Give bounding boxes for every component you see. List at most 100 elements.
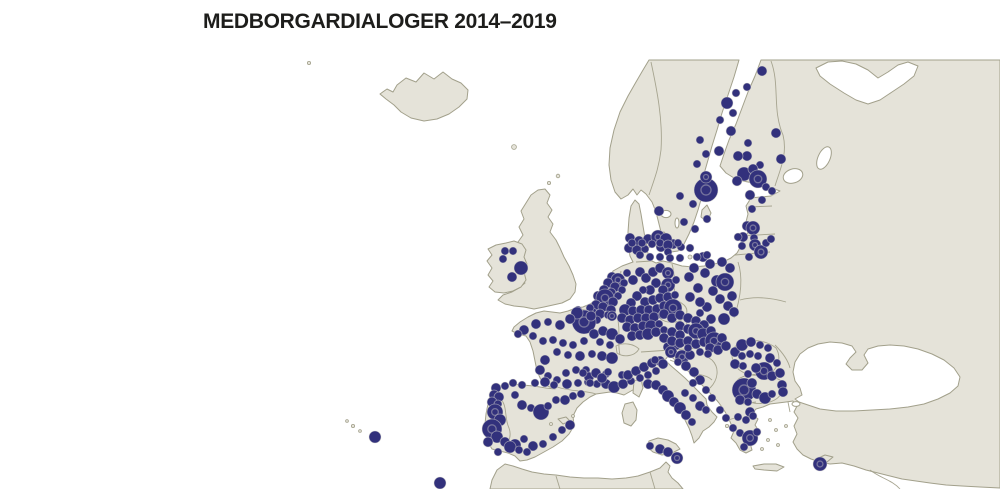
great-britain xyxy=(497,188,577,310)
dialogue-marker xyxy=(596,372,608,384)
dialogue-marker-ring xyxy=(751,241,759,249)
dialogue-marker xyxy=(530,318,542,330)
dialogue-marker xyxy=(757,195,767,205)
dialogue-marker xyxy=(702,250,712,260)
dialogue-marker xyxy=(724,262,736,274)
dialogue-marker xyxy=(551,395,561,405)
dialogue-marker xyxy=(728,306,740,318)
dialogue-marker xyxy=(685,243,695,253)
dialogue-marker xyxy=(606,310,618,322)
dialogue-marker xyxy=(640,272,652,284)
dialogue-marker xyxy=(564,419,576,431)
dialogue-marker xyxy=(748,411,758,421)
dialogue-marker xyxy=(538,336,548,346)
dialogue-marker xyxy=(753,351,763,361)
dialogue-marker xyxy=(688,366,700,378)
azores-1 xyxy=(345,419,349,423)
dialogue-marker xyxy=(701,405,711,415)
dialogue-marker xyxy=(770,127,782,139)
dialogue-marker xyxy=(745,220,761,236)
dialogue-marker xyxy=(513,260,529,276)
dialogue-marker xyxy=(548,432,558,442)
dialogue-marker xyxy=(695,347,705,357)
border-turkey-syria xyxy=(869,469,901,489)
dialogue-marker xyxy=(500,381,510,391)
dialogue-marker xyxy=(732,150,744,162)
dialogue-marker xyxy=(645,441,655,451)
dialogue-marker-ring xyxy=(608,312,616,320)
dialogue-marker xyxy=(622,268,632,278)
lake-onega xyxy=(816,146,832,170)
dialogue-marker xyxy=(651,366,661,376)
dialogue-marker xyxy=(508,378,518,388)
dialogue-marker xyxy=(688,199,698,209)
dialogue-marker xyxy=(637,238,647,248)
dialogue-marker xyxy=(617,378,629,390)
dialogue-marker-ring xyxy=(578,316,590,328)
dialogue-marker-ring xyxy=(490,407,500,417)
dialogue-marker xyxy=(738,361,748,371)
dialogue-marker xyxy=(433,476,447,489)
dialogue-marker xyxy=(715,272,735,292)
dialogue-marker xyxy=(715,115,725,125)
azores-3 xyxy=(358,429,362,433)
menorca xyxy=(571,414,575,418)
dialogue-marker xyxy=(721,413,731,423)
dialogue-marker xyxy=(680,388,690,398)
dialogue-marker xyxy=(747,204,757,214)
dialogue-marker xyxy=(588,328,600,340)
aegean-island-1 xyxy=(768,418,772,422)
border-algeria-tunisia xyxy=(649,471,656,489)
dialogue-marker-ring xyxy=(664,269,672,277)
dialogue-marker xyxy=(761,182,771,192)
dialogue-marker-ring xyxy=(678,353,686,361)
dialogue-marker xyxy=(508,246,518,256)
dialogue-marker xyxy=(695,308,705,318)
dialogue-marker xyxy=(493,447,503,457)
dialogue-marker xyxy=(482,436,494,448)
dialogue-marker xyxy=(695,135,705,145)
dialogue-marker xyxy=(699,267,711,279)
dialogue-marker xyxy=(767,389,777,399)
dialogue-marker xyxy=(554,319,566,331)
bornholm xyxy=(687,254,693,260)
dialogue-marker xyxy=(548,335,558,345)
dialogue-marker xyxy=(368,430,382,444)
dialogue-marker xyxy=(714,293,726,305)
dialogue-marker xyxy=(745,349,755,359)
dialogue-marker xyxy=(585,310,597,322)
dialogue-marker xyxy=(744,252,754,262)
scandinavia xyxy=(608,59,740,253)
dialogue-marker-ring xyxy=(720,277,730,287)
dialogue-marker-ring xyxy=(668,303,678,313)
dialogue-marker xyxy=(605,340,615,350)
border-ukraine-moldova xyxy=(774,344,791,369)
sea-of-marmara xyxy=(791,401,801,407)
dialogue-marker-ring xyxy=(757,248,765,256)
dialogue-marker xyxy=(538,439,548,449)
dialogue-marker xyxy=(638,285,648,295)
dialogue-marker xyxy=(627,274,639,286)
lake-ladoga xyxy=(782,168,804,184)
dialogue-marker xyxy=(750,362,762,374)
dialogue-marker xyxy=(530,378,540,388)
dialogue-marker xyxy=(772,358,782,368)
dialogue-marker xyxy=(703,349,713,359)
dialogue-marker xyxy=(568,340,578,350)
dialogue-marker xyxy=(692,282,704,294)
dialogue-marker xyxy=(701,385,711,395)
dialogue-marker xyxy=(522,447,532,457)
dialogue-marker xyxy=(679,217,689,227)
dialogue-marker xyxy=(603,367,613,377)
dialogue-marker xyxy=(576,389,586,399)
border-greece-turkey xyxy=(787,401,791,413)
dialogue-marker xyxy=(755,340,765,350)
dialogue-marker xyxy=(734,394,746,406)
dialogue-marker xyxy=(701,149,711,159)
dialogue-marker xyxy=(742,82,752,92)
dialogue-marker xyxy=(564,313,576,325)
dialogue-marker xyxy=(717,312,731,326)
sardinia xyxy=(621,401,638,427)
dialogue-marker xyxy=(720,96,734,110)
dialogue-marker xyxy=(510,390,520,400)
